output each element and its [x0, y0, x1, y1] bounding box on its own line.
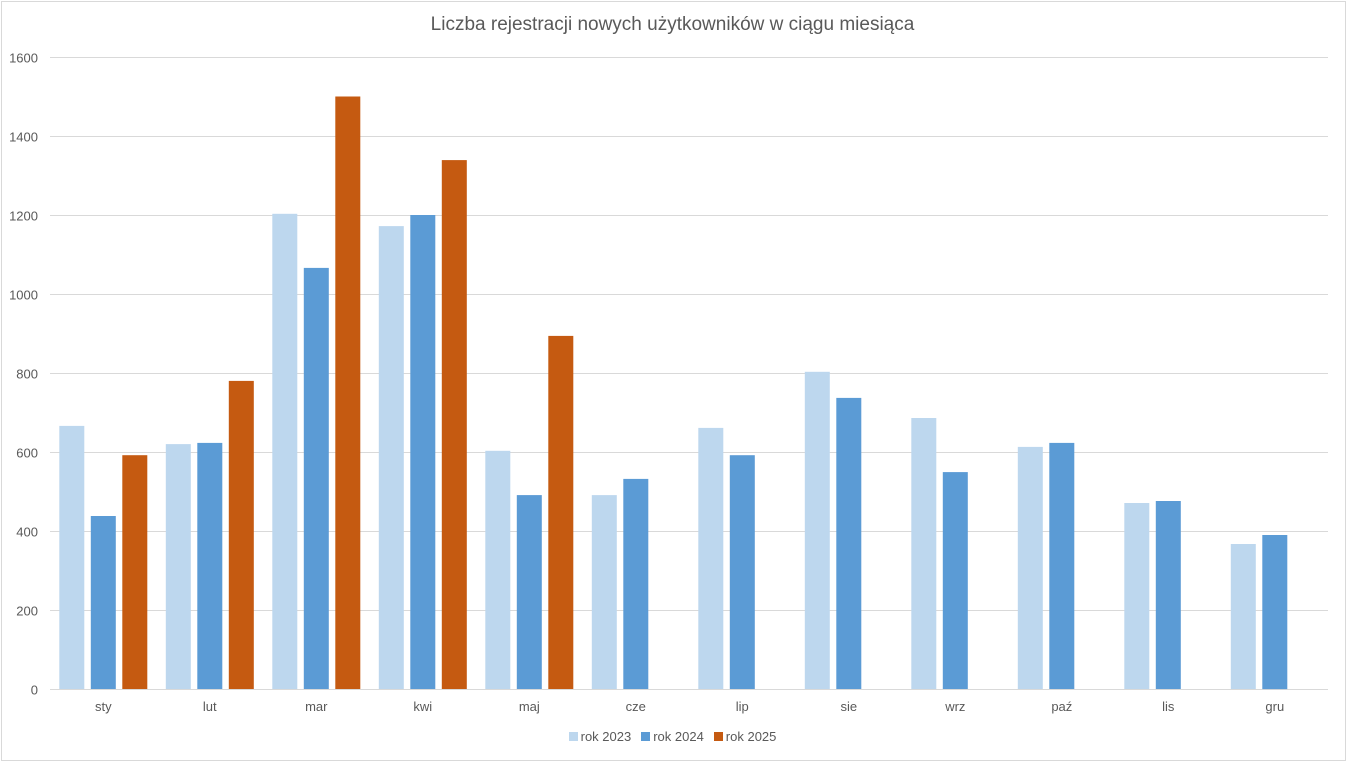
x-tick-label: paź: [1051, 699, 1072, 714]
x-tick-label: lut: [203, 699, 217, 714]
bar-wrz-rok-2024: [942, 472, 968, 689]
legend-label: rok 2025: [725, 729, 777, 744]
y-tick-label: 400: [16, 525, 38, 540]
x-tick-label: lip: [736, 699, 749, 714]
bar-kwi-rok-2023: [378, 226, 404, 689]
y-tick-label: 1400: [9, 130, 38, 145]
bars: [59, 96, 1288, 690]
bar-paź-rok-2024: [1049, 442, 1075, 689]
y-tick-label: 800: [16, 367, 38, 382]
bar-sty-rok-2024: [90, 516, 116, 689]
bar-lis-rok-2024: [1155, 501, 1181, 689]
bar-sty-rok-2023: [59, 425, 85, 689]
y-axis: 0 200 400 600 800 1000 1200 1400 1600: [9, 51, 38, 698]
legend-swatch-icon: [713, 732, 723, 741]
y-tick-label: 1000: [9, 288, 38, 303]
gridlines: [50, 57, 1328, 690]
bar-lis-rok-2023: [1124, 503, 1150, 689]
legend-label: rok 2023: [580, 729, 632, 744]
bar-maj-rok-2023: [485, 450, 511, 689]
legend-item: rok 2023: [568, 729, 632, 744]
x-tick-label: mar: [305, 699, 328, 714]
y-tick-label: 1200: [9, 209, 38, 224]
bar-kwi-rok-2024: [410, 215, 436, 689]
x-tick-label: kwi: [413, 699, 432, 714]
x-tick-label: lis: [1162, 699, 1175, 714]
bar-gru-rok-2024: [1262, 535, 1288, 690]
legend-item: rok 2024: [641, 729, 704, 744]
bar-cze-rok-2023: [591, 495, 617, 689]
bar-gru-rok-2023: [1230, 544, 1256, 689]
legend-swatch-icon: [568, 732, 578, 741]
bar-lut-rok-2023: [165, 444, 191, 689]
y-tick-label: 0: [31, 683, 38, 698]
bar-lut-rok-2025: [228, 380, 254, 689]
bar-maj-rok-2024: [516, 495, 542, 689]
bar-kwi-rok-2025: [441, 160, 467, 690]
legend-label: rok 2024: [653, 729, 704, 744]
y-tick-label: 1600: [9, 51, 38, 66]
x-tick-label: maj: [519, 699, 540, 714]
x-tick-label: wrz: [944, 699, 965, 714]
legend-item: rok 2025: [713, 729, 777, 744]
y-tick-label: 200: [16, 604, 38, 619]
bar-maj-rok-2025: [548, 335, 574, 689]
legend: rok 2023 rok 2024 rok 2025: [0, 729, 1345, 744]
bar-cze-rok-2024: [623, 478, 649, 689]
legend-swatch-icon: [641, 732, 651, 741]
bar-sie-rok-2024: [836, 397, 862, 689]
bar-lip-rok-2023: [698, 427, 724, 689]
chart-title: Liczba rejestracji nowych użytkowników w…: [430, 14, 915, 35]
bar-lip-rok-2024: [729, 455, 755, 689]
bar-sty-rok-2025: [122, 455, 148, 689]
bar-sie-rok-2023: [804, 371, 830, 689]
x-tick-label: sie: [840, 699, 857, 714]
y-tick-label: 600: [16, 446, 38, 461]
bar-wrz-rok-2023: [911, 418, 937, 689]
x-tick-label: cze: [626, 699, 646, 714]
bar-mar-rok-2024: [303, 267, 329, 689]
bar-paź-rok-2023: [1017, 446, 1043, 689]
bar-mar-rok-2023: [272, 213, 298, 690]
x-tick-label: sty: [95, 699, 112, 714]
bar-lut-rok-2024: [197, 442, 223, 689]
bar-mar-rok-2025: [335, 96, 361, 689]
x-tick-label: gru: [1265, 699, 1284, 714]
x-axis: sty lut mar kwi maj cze lip sie wrz paź lis gru: [95, 699, 1284, 714]
